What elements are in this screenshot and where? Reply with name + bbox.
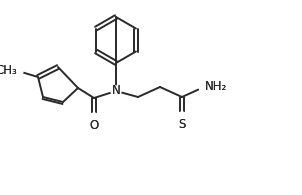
Circle shape <box>13 66 23 76</box>
Text: NH₂: NH₂ <box>205 81 227 93</box>
Circle shape <box>177 112 187 122</box>
Text: N: N <box>112 84 120 98</box>
Text: S: S <box>178 118 186 131</box>
Circle shape <box>199 82 209 92</box>
Text: CH₃: CH₃ <box>0 65 17 77</box>
Text: NH₂: NH₂ <box>205 81 227 93</box>
Text: N: N <box>112 84 120 98</box>
Text: S: S <box>178 118 186 131</box>
Text: O: O <box>89 119 99 132</box>
Circle shape <box>111 86 121 96</box>
Text: CH₃: CH₃ <box>0 65 17 77</box>
Text: O: O <box>89 119 99 132</box>
Circle shape <box>89 113 99 123</box>
